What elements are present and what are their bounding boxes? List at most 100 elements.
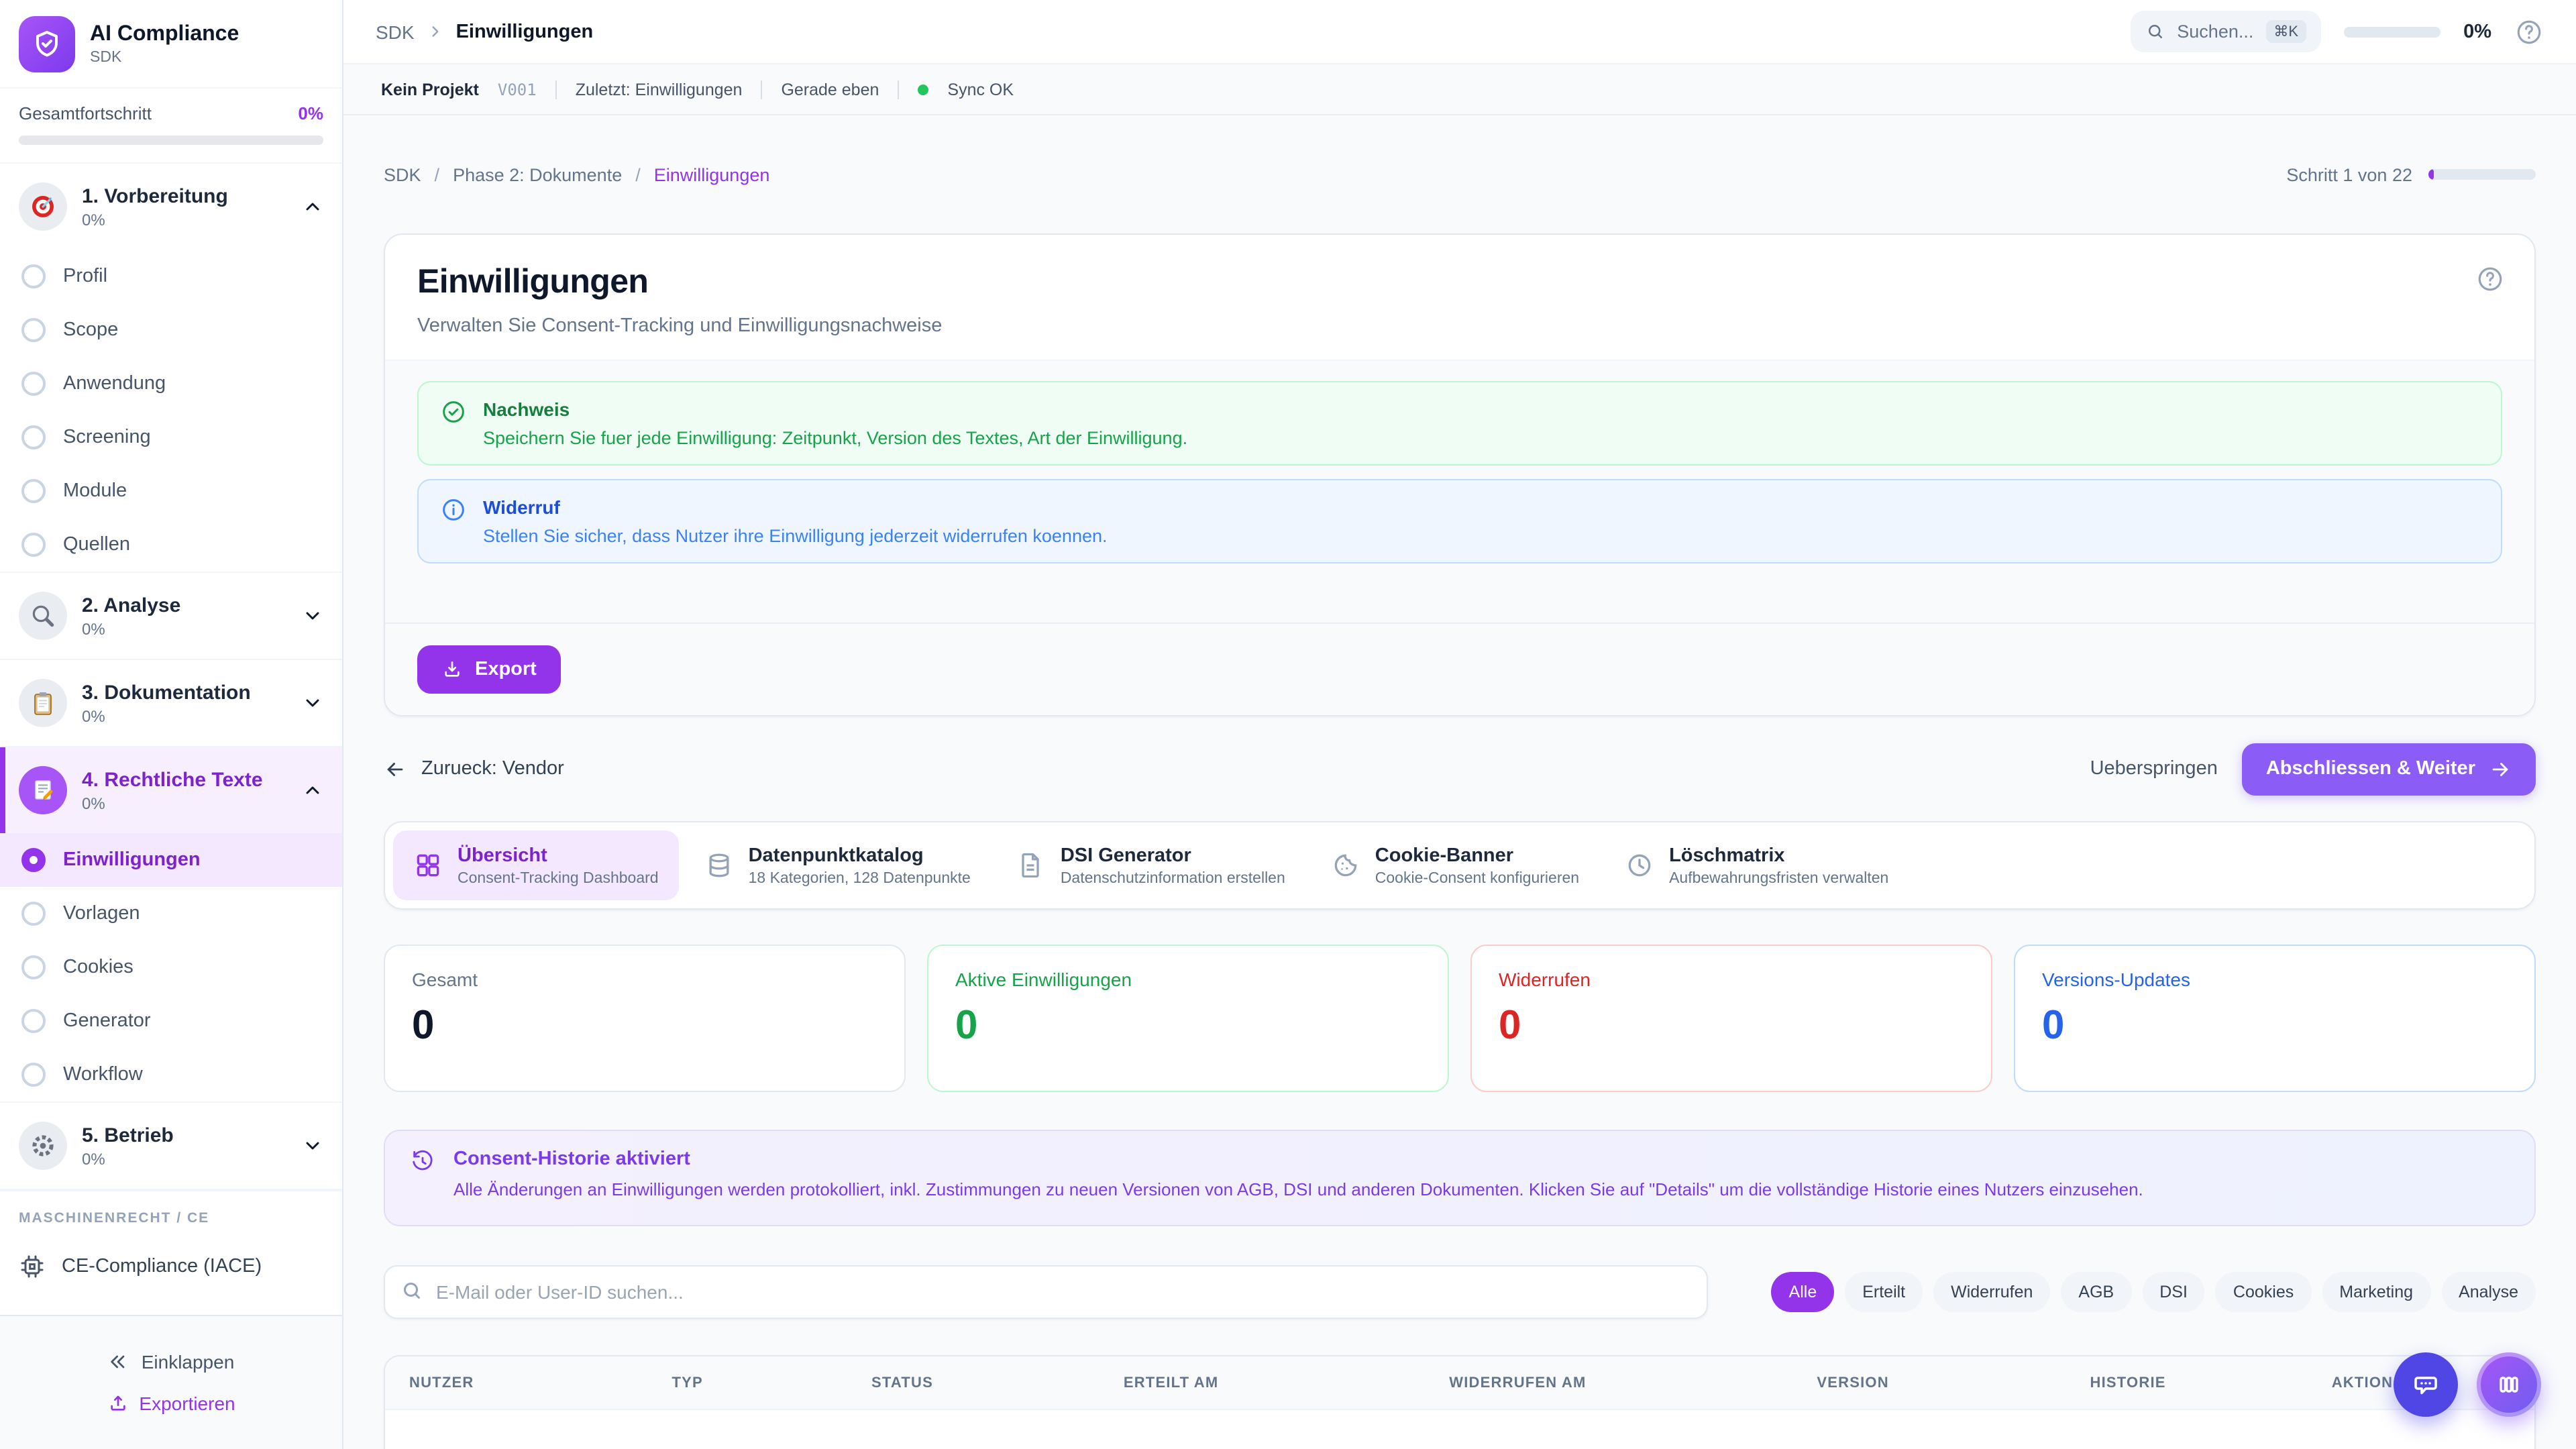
chip-marketing[interactable]: Marketing xyxy=(2322,1272,2431,1312)
step-progress-fill xyxy=(2428,169,2434,180)
stat-gesamt: Gesamt 0 xyxy=(384,945,906,1092)
radio-icon xyxy=(21,425,46,449)
chip-erteilt[interactable]: Erteilt xyxy=(1845,1272,1923,1312)
page-content: SDK / Phase 2: Dokumente / Einwilligunge… xyxy=(343,115,2576,1449)
chip-cookies[interactable]: Cookies xyxy=(2215,1272,2312,1312)
crumb-separator: / xyxy=(635,164,641,184)
sidebar-section-header-analyse[interactable]: 2. Analyse 0% xyxy=(0,573,342,659)
columns-fab-button[interactable] xyxy=(2477,1352,2541,1417)
chip-widerrufen[interactable]: Widerrufen xyxy=(1933,1272,2051,1312)
export-label: Exportieren xyxy=(139,1393,235,1414)
column-header-version: VERSION xyxy=(1817,1375,1889,1391)
export-sidebar-button[interactable]: Exportieren xyxy=(107,1393,235,1414)
card-help-icon[interactable] xyxy=(2475,264,2505,294)
tab-cookie-banner[interactable]: Cookie-Banner Cookie-Consent konfiguriere… xyxy=(1311,830,1599,900)
status-bar: Kein Projekt V001 Zuletzt: Einwilligunge… xyxy=(343,64,2576,115)
user-search-input[interactable] xyxy=(384,1265,1708,1319)
sidebar-item-generator[interactable]: Generator xyxy=(0,994,342,1048)
radio-icon xyxy=(21,264,46,288)
sidebar-item-einwilligungen[interactable]: Einwilligungen xyxy=(0,833,342,887)
collapse-label: Einklappen xyxy=(141,1351,235,1373)
collapse-sidebar-button[interactable]: Einklappen xyxy=(108,1351,235,1373)
clock-icon xyxy=(1625,851,1654,880)
search-icon xyxy=(2145,21,2165,42)
topbar: SDK Einwilligungen Suchen... ⌘K 0% xyxy=(343,0,2576,64)
tab-uebersicht[interactable]: Übersicht Consent-Tracking Dashboard xyxy=(393,830,679,900)
chevrons-left-icon xyxy=(108,1351,129,1373)
overall-progress-label: Gesamtfortschritt xyxy=(19,103,152,123)
note-text: Speichern Sie fuer jede Einwilligung: Ze… xyxy=(483,428,1188,448)
global-search-button[interactable]: Suchen... ⌘K xyxy=(2130,11,2322,52)
page-subtitle: Verwalten Sie Consent-Tracking und Einwi… xyxy=(417,315,943,337)
section-progress: 0% xyxy=(82,619,105,638)
sidebar-section-header-betrieb[interactable]: 5. Betrieb 0% xyxy=(0,1103,342,1189)
page-title: Einwilligungen xyxy=(417,263,649,301)
chip-alle[interactable]: Alle xyxy=(1771,1272,1835,1312)
radio-icon xyxy=(21,1009,46,1033)
sidebar-item-anwendung[interactable]: Anwendung xyxy=(0,357,342,411)
sidebar-item-screening[interactable]: Screening xyxy=(0,411,342,464)
sidebar-section-header-vorbereitung[interactable]: 1. Vorbereitung 0% xyxy=(0,164,342,250)
column-header-aktion: AKTION xyxy=(2331,1375,2394,1391)
back-button[interactable]: Zurueck: Vendor xyxy=(384,757,564,780)
breadcrumb-root[interactable]: SDK xyxy=(376,21,415,42)
note-title: Nachweis xyxy=(483,398,570,420)
chip-agb[interactable]: AGB xyxy=(2061,1272,2132,1312)
project-version: V001 xyxy=(497,80,537,99)
upload-icon xyxy=(107,1393,128,1414)
consents-table: NUTZER TYP STATUS ERTEILT AM WIDERRUFEN … xyxy=(384,1355,2536,1449)
tab-loeschmatrix[interactable]: Löschmatrix Aufbewahrungsfristen verwalte… xyxy=(1605,830,1909,900)
clipboard-icon xyxy=(19,679,67,727)
sidebar-section-header-dokumentation[interactable]: 3. Dokumentation 0% xyxy=(0,660,342,746)
export-button[interactable]: Export xyxy=(417,645,561,694)
breadcrumb: SDK Einwilligungen xyxy=(376,21,593,42)
stat-value: 0 xyxy=(1499,1004,1521,1048)
sidebar-item-label: Module xyxy=(63,480,127,502)
stat-label: Gesamt xyxy=(412,969,478,990)
topbar-progress-value: 0% xyxy=(2463,21,2491,42)
chip-dsi[interactable]: DSI xyxy=(2142,1272,2205,1312)
tab-dsi-generator[interactable]: DSI Generator Datenschutzinformation erst… xyxy=(996,830,1305,900)
cookie-icon xyxy=(1331,851,1360,880)
app-logo xyxy=(19,15,75,72)
stat-label: Versions-Updates xyxy=(2042,969,2191,990)
sidebar-section-betrieb: 5. Betrieb 0% xyxy=(0,1103,342,1190)
sidebar-item-module[interactable]: Module xyxy=(0,464,342,518)
last-visited: Zuletzt: Einwilligungen xyxy=(575,80,743,99)
sidebar-section-header-rechtliche-texte[interactable]: 4. Rechtliche Texte 0% xyxy=(0,747,342,833)
stat-cards: Gesamt 0 Aktive Einwilligungen 0 Widerru… xyxy=(384,945,2536,1092)
sidebar-item-ce-compliance[interactable]: CE-Compliance (IACE) xyxy=(0,1237,342,1296)
divider xyxy=(898,80,900,99)
chip-analyse[interactable]: Analyse xyxy=(2441,1272,2536,1312)
sidebar-item-quellen[interactable]: Quellen xyxy=(0,518,342,572)
columns-icon xyxy=(2493,1368,2525,1401)
stat-label: Widerrufen xyxy=(1499,969,1591,990)
chevron-down-icon xyxy=(302,692,323,714)
sidebar-item-scope[interactable]: Scope xyxy=(0,303,342,357)
help-icon[interactable] xyxy=(2514,17,2544,46)
sidebar-item-label: CE-Compliance (IACE) xyxy=(62,1256,262,1277)
check-circle-icon xyxy=(440,398,467,425)
sidebar-item-profil[interactable]: Profil xyxy=(0,250,342,303)
complete-next-button[interactable]: Abschliessen & Weiter xyxy=(2241,743,2536,795)
tab-subtitle: Cookie-Consent konfigurieren xyxy=(1375,870,1580,886)
crumb-phase[interactable]: Phase 2: Dokumente xyxy=(453,164,623,184)
sidebar-item-workflow[interactable]: Workflow xyxy=(0,1048,342,1102)
crumb-separator: / xyxy=(434,164,440,184)
column-header-status: STATUS xyxy=(871,1375,933,1391)
database-icon xyxy=(704,851,734,880)
sidebar-item-label: Generator xyxy=(63,1010,151,1032)
skip-button[interactable]: Ueberspringen xyxy=(2066,745,2242,793)
sidebar-item-vorlagen[interactable]: Vorlagen xyxy=(0,887,342,941)
tab-subtitle: 18 Kategorien, 128 Datenpunkte xyxy=(748,870,971,886)
chat-fab-button[interactable] xyxy=(2394,1352,2458,1417)
page-breadcrumb-row: SDK / Phase 2: Dokumente / Einwilligunge… xyxy=(384,115,2536,233)
chevron-up-icon xyxy=(302,196,323,217)
sidebar-item-cookies[interactable]: Cookies xyxy=(0,941,342,994)
tab-datenpunktkatalog[interactable]: Datenpunktkatalog 18 Kategorien, 128 Date… xyxy=(684,830,991,900)
app-name: AI Compliance xyxy=(90,22,239,45)
crumb-sdk[interactable]: SDK xyxy=(384,164,421,184)
column-header-erteilt-am: ERTEILT AM xyxy=(1123,1375,1219,1391)
gear-icon xyxy=(19,1122,67,1170)
